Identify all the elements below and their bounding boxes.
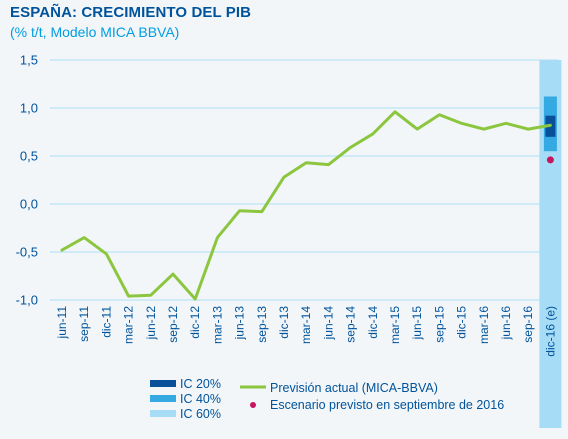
legend-swatch-dot [250, 402, 256, 408]
x-tick-label: dic-15 [455, 306, 469, 339]
y-tick-label: 0,0 [20, 197, 38, 212]
x-tick-label: jun-15 [410, 306, 424, 341]
x-tick-label: dic-16 (e) [543, 306, 557, 357]
series-line [60, 110, 552, 301]
september-scenario-point [546, 156, 554, 164]
x-tick-label: mar-14 [299, 306, 313, 344]
legend-swatch-ic20 [150, 380, 176, 387]
x-tick-label: jun-11 [55, 306, 69, 340]
y-tick-label: -0,5 [16, 245, 38, 260]
x-tick-label: dic-12 [188, 306, 202, 339]
x-tick-label: sep-14 [344, 306, 358, 343]
x-tick-label: sep-12 [166, 306, 180, 343]
x-tick-label: mar-13 [210, 306, 224, 344]
x-tick-label: jun-16 [499, 306, 513, 341]
legend-swatch-ic60 [150, 410, 176, 417]
x-tick-label: jun-13 [233, 306, 247, 341]
x-tick-label: dic-11 [99, 306, 113, 338]
y-tick-label: 1,5 [20, 53, 38, 68]
x-tick-label: mar-12 [122, 306, 136, 344]
legend-label-ic40: IC 40% [180, 392, 221, 406]
chart-title: ESPAÑA: CRECIMIENTO DEL PIB [10, 4, 252, 21]
legend-label-dot: Escenario previsto en septiembre de 2016 [270, 398, 504, 412]
x-tick-label: jun-12 [144, 306, 158, 341]
x-tick-label: mar-16 [477, 306, 491, 344]
legend-swatch-ic40 [150, 395, 176, 402]
y-tick-label: -1,0 [16, 293, 38, 308]
chart-subtitle: (% t/t, Modelo MICA BBVA) [10, 24, 180, 40]
x-tick-label: jun-14 [321, 306, 335, 341]
confidence-band-60 [539, 60, 562, 428]
x-tick-label: sep-13 [255, 306, 269, 343]
y-tick-label: 0,5 [20, 149, 38, 164]
y-tick-label: 1,0 [20, 101, 38, 116]
x-tick-label: sep-15 [432, 306, 446, 343]
x-tick-label: dic-13 [277, 306, 291, 339]
legend-label-line: Previsión actual (MICA-BBVA) [270, 381, 438, 395]
x-tick-label: dic-14 [366, 306, 380, 339]
x-tick-label: mar-15 [388, 306, 402, 344]
legend-label-ic20: IC 20% [180, 377, 221, 391]
x-tick-label: sep-16 [521, 306, 535, 343]
legend-label-ic60: IC 60% [180, 407, 221, 421]
x-tick-label: sep-11 [77, 306, 91, 342]
